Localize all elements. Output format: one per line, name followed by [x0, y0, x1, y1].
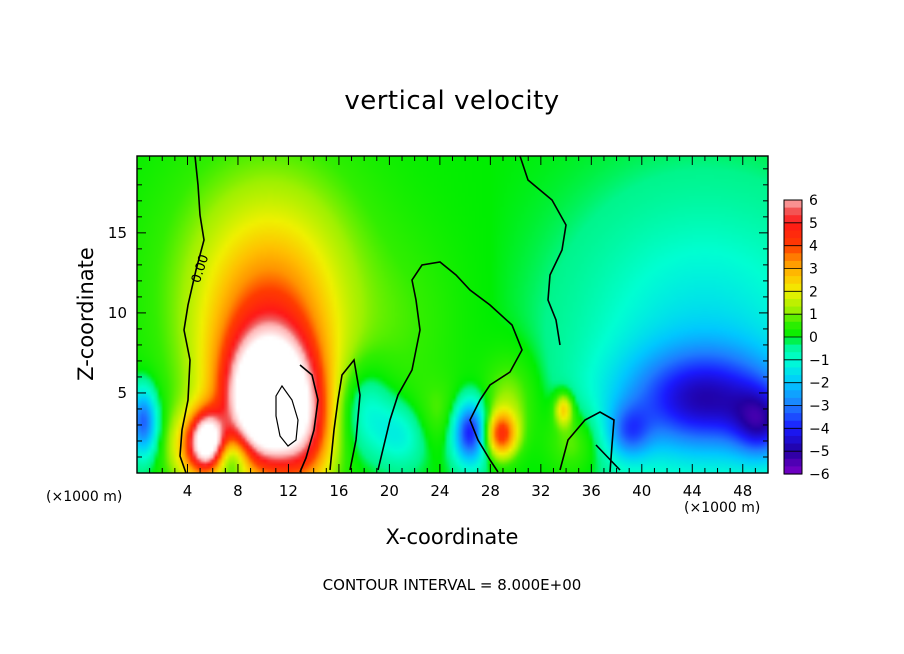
- colorbar-swatch: [784, 298, 802, 308]
- colorbar-swatch: [784, 382, 802, 391]
- colorbar-swatch: [784, 283, 802, 292]
- y-tick-label: 15: [108, 224, 127, 242]
- colorbar-swatch: [784, 397, 802, 407]
- colorbar-swatch: [784, 314, 802, 323]
- x-tick-label: 16: [329, 482, 348, 500]
- x-tick-label: 44: [683, 482, 702, 500]
- colorbar-swatch: [784, 230, 802, 239]
- x-tick-label: 12: [279, 482, 298, 500]
- colorbar-swatch: [784, 435, 802, 445]
- contour-interval-note: CONTOUR INTERVAL = 8.000E+00: [322, 576, 582, 594]
- colorbar-swatch: [784, 443, 802, 452]
- colorbar-swatch: [784, 375, 802, 384]
- colorbar-swatch: [784, 329, 802, 338]
- colorbar-tick-label: 4: [809, 239, 818, 255]
- colorbar-swatch: [784, 207, 802, 216]
- colorbar-swatch: [784, 344, 802, 353]
- plot-area: 0.00: [137, 155, 768, 474]
- x-tick-label: 36: [582, 482, 601, 500]
- colorbar-swatch: [784, 352, 802, 361]
- x-axis-label: X-coordinate: [385, 525, 519, 549]
- x-axis-unit: (×1000 m): [684, 500, 761, 516]
- y-axis-unit: (×1000 m): [46, 489, 123, 505]
- colorbar-tick-label: 5: [809, 216, 818, 232]
- colorbar-swatch: [784, 222, 802, 232]
- y-axis-label: Z-coordinate: [74, 247, 98, 381]
- colorbar-swatch: [784, 238, 802, 247]
- colorbar-swatch: [784, 359, 802, 369]
- colorbar-swatch: [784, 390, 802, 399]
- x-tick-label: 20: [380, 482, 399, 500]
- peak-contour-line: [275, 384, 299, 447]
- colorbar: 6 5 4 3 2 1 0 −1 −2 −3 −4 −5 −6: [783, 193, 830, 483]
- colorbar-swatch: [784, 306, 802, 315]
- velocity-field: [137, 156, 768, 473]
- x-tick-label: 24: [430, 482, 449, 500]
- colorbar-tick-label: 3: [809, 262, 818, 278]
- colorbar-swatch: [784, 215, 802, 224]
- x-tick-label: 32: [531, 482, 550, 500]
- colorbar-tick-label: 0: [809, 330, 818, 346]
- x-tick-label: 40: [632, 482, 651, 500]
- colorbar-swatch: [784, 428, 802, 437]
- colorbar-swatch: [784, 405, 802, 414]
- colorbar-tick-label: 1: [809, 307, 818, 323]
- colorbar-swatch: [784, 413, 802, 422]
- colorbar-swatch: [784, 276, 802, 285]
- colorbar-swatch: [784, 245, 802, 254]
- y-tick-label: 10: [108, 304, 127, 322]
- colorbar-swatch: [784, 466, 802, 475]
- colorbar-tick-label: −3: [809, 399, 830, 415]
- colorbar-swatch: [784, 337, 802, 346]
- colorbar-tick-label: −1: [809, 353, 830, 369]
- colorbar-tick-label: −2: [809, 376, 830, 392]
- colorbar-tick-label: 2: [809, 284, 818, 300]
- colorbar-swatch: [784, 260, 802, 270]
- colorbar-swatch: [784, 268, 802, 277]
- colorbar-swatch: [784, 321, 802, 330]
- colorbar-tick-label: −5: [809, 444, 830, 460]
- zero-contour-line: [179, 155, 621, 474]
- colorbar-swatch: [784, 291, 802, 300]
- colorbar-tick-label: −6: [809, 467, 830, 483]
- x-tick-label: 4: [183, 482, 193, 500]
- y-tick-label: 5: [117, 384, 127, 402]
- colorbar-tick-label: 6: [809, 193, 818, 209]
- x-tick-label: 28: [481, 482, 500, 500]
- x-tick-label: 8: [233, 482, 243, 500]
- colorbar-swatch: [784, 420, 802, 429]
- colorbar-swatch: [784, 367, 802, 376]
- colorbar-swatch: [784, 200, 802, 209]
- x-tick-label: 48: [733, 482, 752, 500]
- colorbar-swatch: [784, 253, 802, 262]
- colorbar-swatch: [784, 451, 802, 460]
- chart-title: vertical velocity: [344, 86, 560, 116]
- colorbar-tick-label: −4: [809, 421, 830, 437]
- colorbar-swatch: [784, 458, 802, 467]
